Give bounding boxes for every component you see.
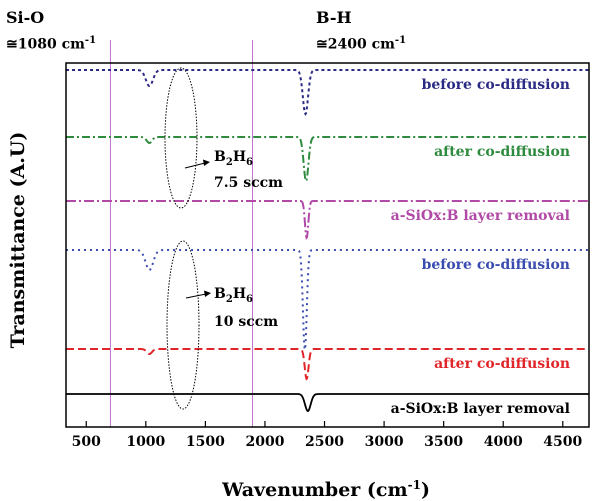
annotation-arrowhead-top: [203, 159, 210, 166]
series-line-2: [66, 136, 589, 184]
series-label-1: before co-diffusion: [422, 77, 570, 93]
peak-title-b-h: B-H: [316, 8, 352, 27]
peak-title-si-o: Si-O: [6, 8, 45, 27]
annotation-ellipse-bottom: [166, 240, 200, 410]
x-tick-label: 4500: [543, 434, 582, 450]
peak-note-si-o: ≅1080 cm-1: [6, 35, 97, 53]
x-tick-label: 3000: [365, 434, 404, 450]
x-ticks: 500 1000 1500 2000 2500 3000 3500 4000 4500: [72, 421, 583, 450]
series-group: [66, 69, 589, 412]
annotation-gas-bottom: B2H6: [214, 286, 253, 305]
annotation-arrowhead-bottom: [204, 290, 211, 297]
y-axis-title: Transmittance (A.U): [7, 132, 29, 349]
series-label-3: a-SiOx:B layer removal: [391, 208, 570, 224]
peak-note-b-h: ≅2400 cm-1: [316, 35, 407, 53]
reference-lines: [109, 40, 254, 427]
annotation-ellipse-top: [164, 67, 198, 209]
series-label-4: before co-diffusion: [422, 257, 570, 273]
series-line-5: [66, 348, 589, 381]
series-label-5: after co-diffusion: [434, 356, 570, 372]
annotation-flow-top: 7.5 sccm: [214, 175, 283, 191]
series-line-6: [66, 393, 589, 412]
x-tick-label: 3500: [424, 434, 463, 450]
annotation-gas-top: B2H6: [214, 149, 253, 168]
plot-frame: [65, 62, 590, 428]
x-tick-label: 1500: [186, 434, 225, 450]
annotation-flow-bottom: 10 sccm: [214, 314, 278, 330]
series-line-1: [66, 69, 589, 116]
x-tick-label: 2500: [305, 434, 344, 450]
series-label-2: after co-diffusion: [434, 144, 570, 160]
series-line-3: [66, 200, 589, 241]
x-tick-label: 1000: [126, 434, 165, 450]
series-label-6: a-SiOx:B layer removal: [391, 401, 570, 417]
series-labels: before co-diffusion after co-diffusion a-S…: [391, 77, 570, 417]
x-tick-label: 2000: [245, 434, 284, 450]
x-axis-title: Wavenumber (cm-1): [221, 478, 430, 501]
annotation-arrow-bottom: [185, 293, 207, 299]
annotation-arrow-top: [184, 162, 206, 169]
x-tick-label: 500: [72, 434, 101, 450]
x-tick-label: 4000: [484, 434, 523, 450]
